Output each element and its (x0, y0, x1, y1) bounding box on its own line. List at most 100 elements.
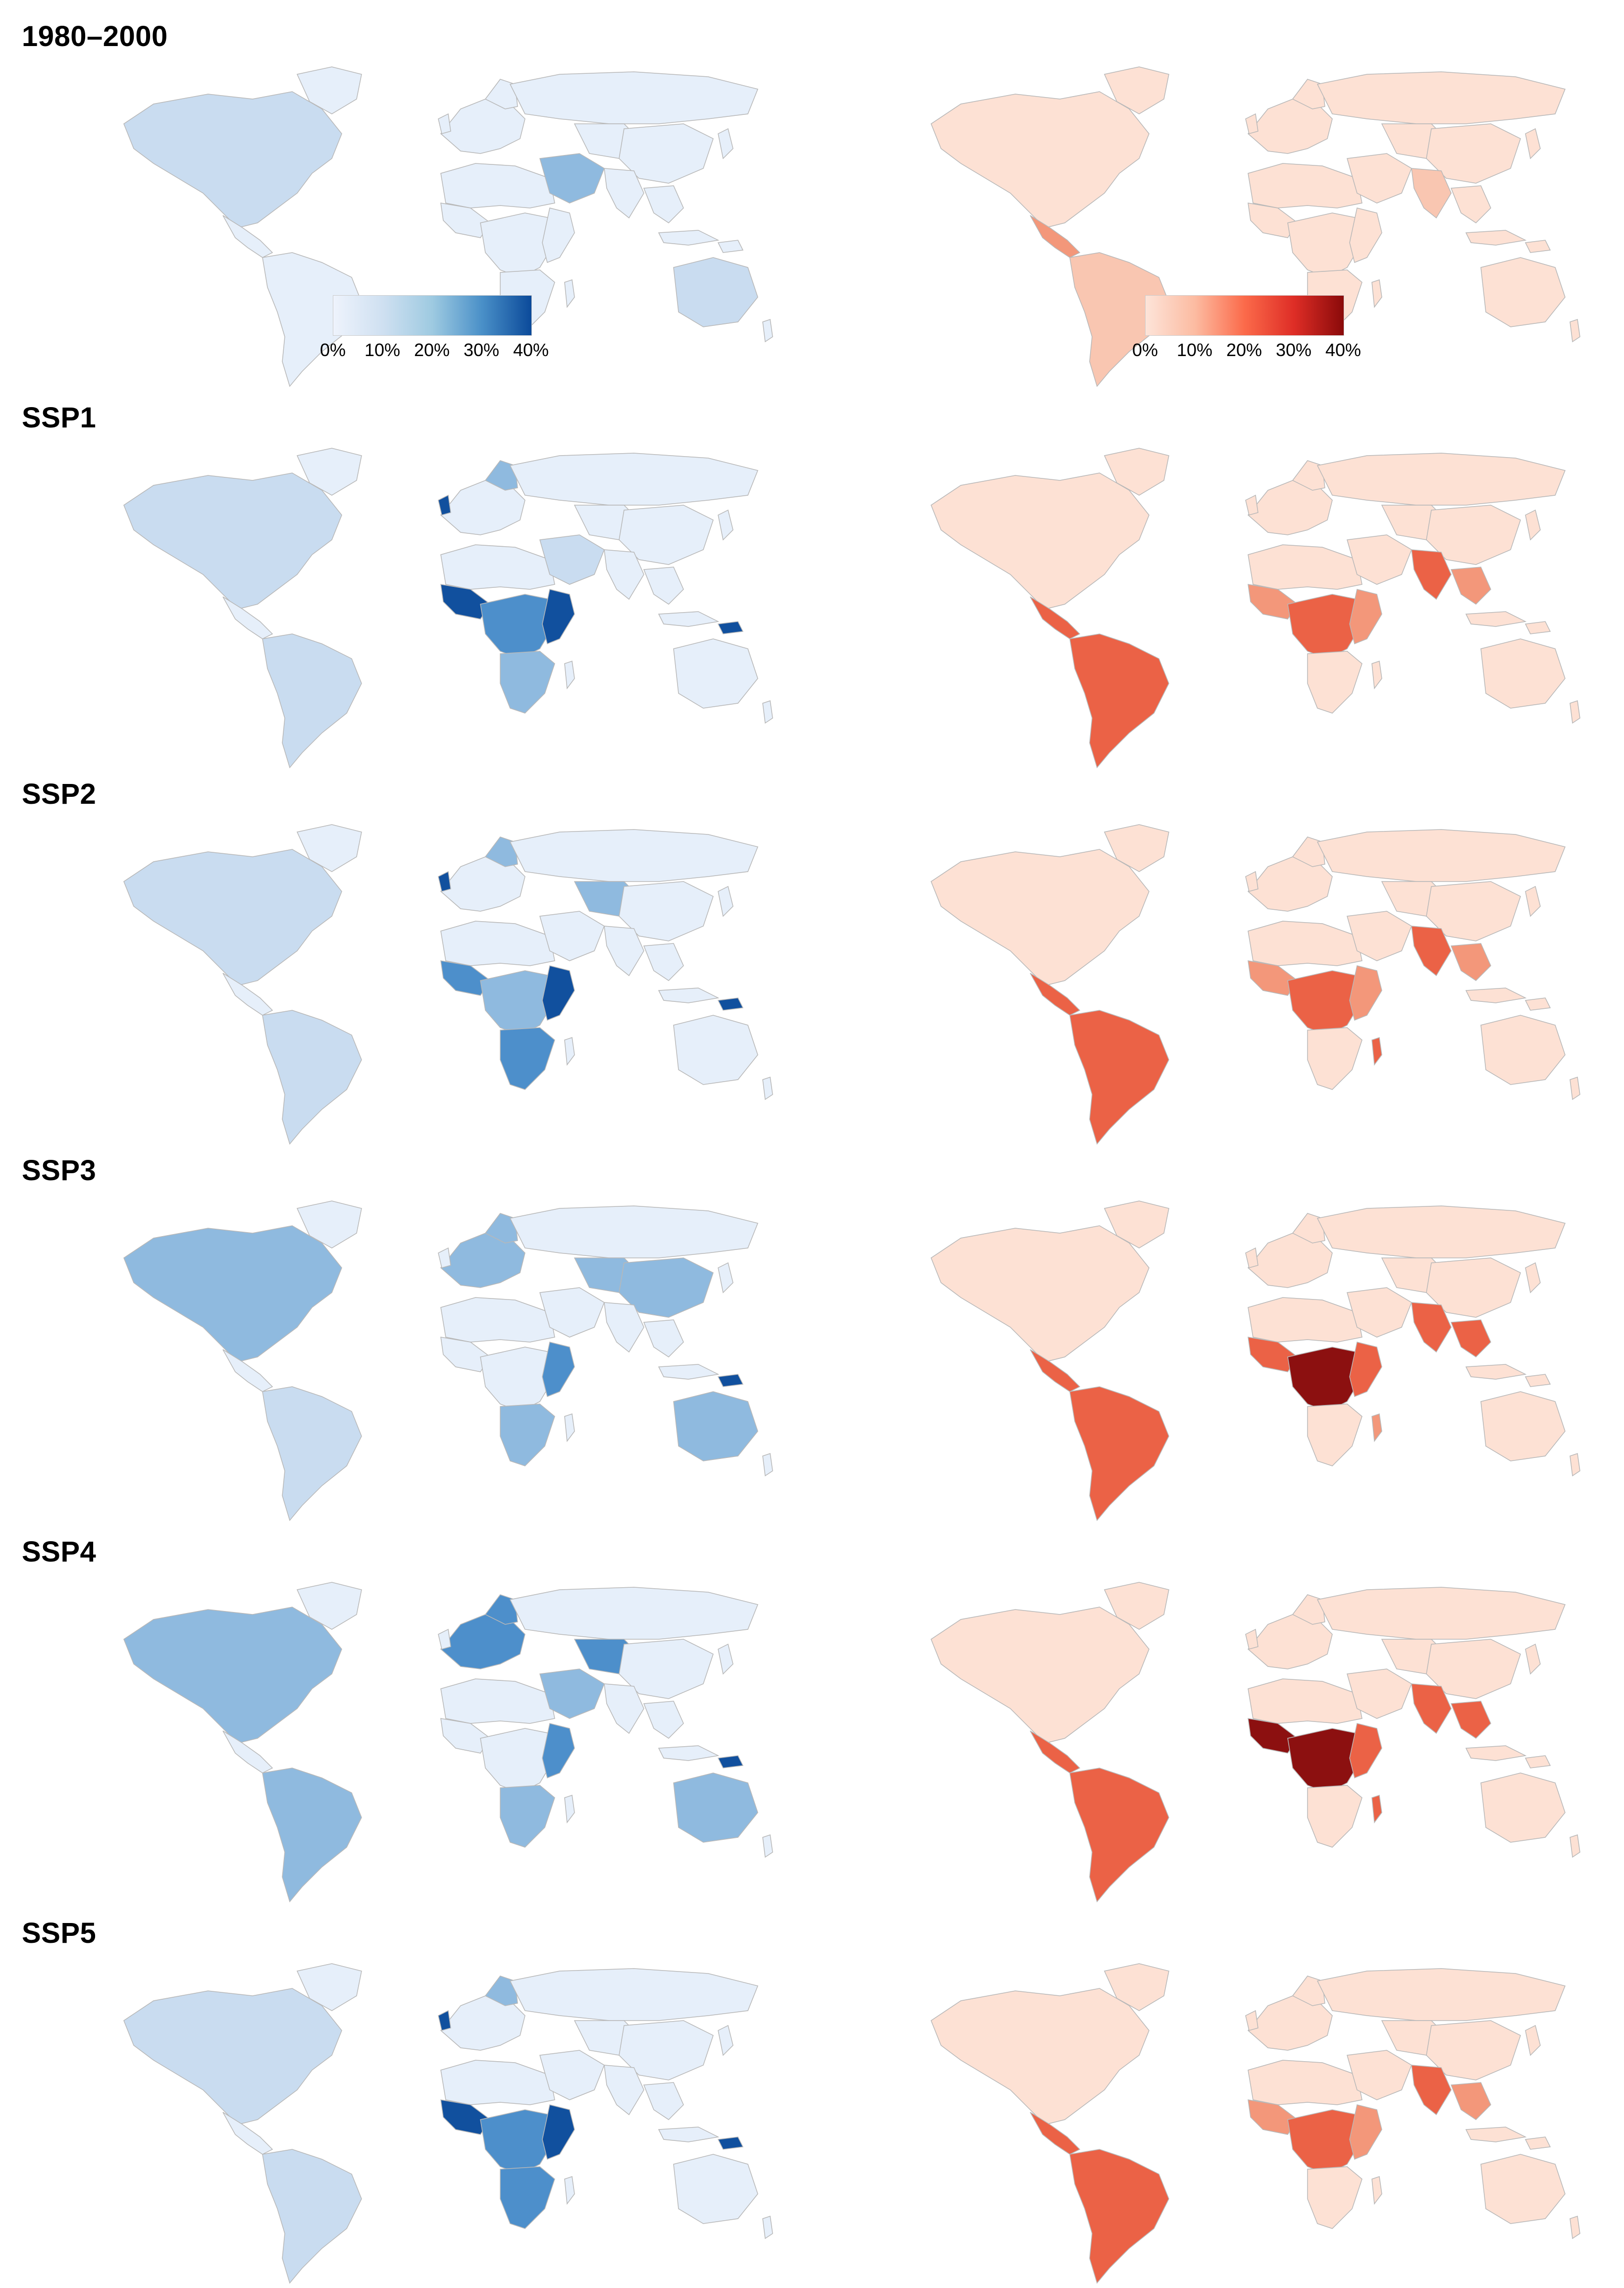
country-region-uk (438, 2010, 451, 2031)
map-left-blue-svg (123, 66, 773, 387)
country-region-north-america (123, 849, 342, 986)
legend-color-bar (1145, 295, 1344, 336)
country-region-north-america (123, 1988, 342, 2125)
country-region-new-zealand (762, 1077, 773, 1100)
country-region-indonesia (658, 2127, 720, 2142)
country-region-middle-east (1347, 911, 1412, 961)
country-region-europe (440, 856, 525, 912)
country-region-europe (1247, 1614, 1333, 1669)
country-region-africa-west (440, 203, 491, 238)
country-region-north-america (931, 91, 1150, 228)
country-region-russia (1316, 1587, 1566, 1640)
country-region-indonesia (1465, 988, 1527, 1003)
country-region-russia (509, 1205, 759, 1258)
country-region-greenland (296, 448, 362, 496)
country-region-japan (1525, 1262, 1541, 1294)
country-region-middle-east (539, 911, 605, 961)
map-left-blue (64, 1941, 778, 2288)
country-region-png (1524, 621, 1551, 634)
country-region-uk (438, 1247, 451, 1268)
country-region-africa-south (500, 1027, 555, 1090)
country-region-greenland (296, 1582, 362, 1630)
country-region-se-asia (643, 943, 684, 981)
map-right-red-svg (931, 1582, 1580, 1903)
country-region-russia (1316, 829, 1566, 882)
country-region-australia (673, 638, 758, 709)
country-region-india (1411, 1302, 1452, 1353)
country-region-japan (1525, 2025, 1541, 2056)
country-region-africa-north (1248, 2060, 1362, 2105)
country-region-uk (438, 494, 451, 516)
country-region-europe (1247, 99, 1333, 154)
country-region-indonesia (1465, 1364, 1527, 1380)
country-region-russia (509, 71, 759, 124)
country-region-middle-east (1347, 2050, 1412, 2100)
country-region-central-america (222, 1730, 273, 1773)
country-region-png (717, 997, 744, 1011)
country-region-central-america (222, 973, 273, 1016)
country-region-africa-west (1248, 1718, 1299, 1754)
country-region-south-america (262, 1768, 362, 1903)
country-region-indonesia (1465, 230, 1527, 246)
country-region-indonesia (658, 230, 720, 246)
country-region-greenland (1103, 1200, 1169, 1248)
country-region-new-zealand (762, 700, 773, 724)
legend-tick-label: 30% (463, 340, 500, 360)
country-region-central-america (1030, 2112, 1081, 2155)
country-region-madagascar (1371, 2176, 1382, 2205)
country-region-middle-east (1347, 1287, 1412, 1338)
country-region-middle-east (539, 1668, 605, 1719)
country-region-africa-north (440, 2060, 555, 2105)
country-region-new-zealand (1570, 1834, 1580, 1858)
country-region-africa-north (1248, 544, 1362, 590)
country-region-africa-central (480, 970, 555, 1036)
country-region-australia (673, 1391, 758, 1461)
country-region-china (1426, 505, 1521, 565)
country-region-middle-east (539, 1287, 605, 1338)
country-region-se-asia (643, 567, 684, 605)
country-region-png (1524, 997, 1551, 1011)
map-right-red-svg (931, 1200, 1580, 1521)
country-region-uk (438, 113, 451, 134)
country-region-madagascar (1371, 661, 1382, 689)
country-region-africa-west (1248, 960, 1299, 996)
map-right-red-svg (931, 66, 1580, 387)
country-region-russia (1316, 453, 1566, 506)
country-region-madagascar (1371, 279, 1382, 308)
country-region-africa-central (480, 212, 555, 278)
country-region-uk (1245, 113, 1258, 134)
country-region-north-america (123, 91, 342, 228)
country-region-south-america (262, 252, 362, 387)
country-region-australia (1480, 1772, 1566, 1843)
map-right-red-svg (931, 1963, 1580, 2284)
country-region-africa-central (480, 1728, 555, 1793)
country-region-china (1426, 881, 1521, 941)
country-region-africa-south (1307, 1027, 1362, 1090)
country-region-africa-central (480, 1347, 555, 1412)
country-region-africa-central (1287, 970, 1362, 1036)
country-region-india (1411, 2065, 1452, 2116)
country-region-greenland (1103, 1582, 1169, 1630)
country-region-madagascar (564, 1037, 575, 1066)
country-region-indonesia (658, 988, 720, 1003)
country-region-africa-west (1248, 584, 1299, 620)
country-region-png (717, 621, 744, 634)
country-region-africa-east (1349, 2104, 1382, 2160)
country-region-africa-west (1248, 2099, 1299, 2135)
country-region-russia (509, 1587, 759, 1640)
country-region-africa-south (1307, 651, 1362, 714)
country-region-middle-east (539, 2050, 605, 2100)
country-region-madagascar (1371, 1413, 1382, 1442)
country-region-png (1524, 240, 1551, 253)
map-left-blue-svg (123, 448, 773, 769)
legend-tick-label: 20% (1226, 340, 1262, 360)
country-region-africa-east (542, 2104, 575, 2160)
map-right-red-svg (931, 448, 1580, 769)
country-region-china (619, 2020, 714, 2080)
map-left-blue-svg (123, 1963, 773, 2284)
country-region-north-america (931, 472, 1150, 610)
country-region-indonesia (1465, 611, 1527, 627)
country-region-africa-west (440, 960, 491, 996)
country-region-india (604, 549, 644, 600)
country-region-africa-west (1248, 1337, 1299, 1372)
